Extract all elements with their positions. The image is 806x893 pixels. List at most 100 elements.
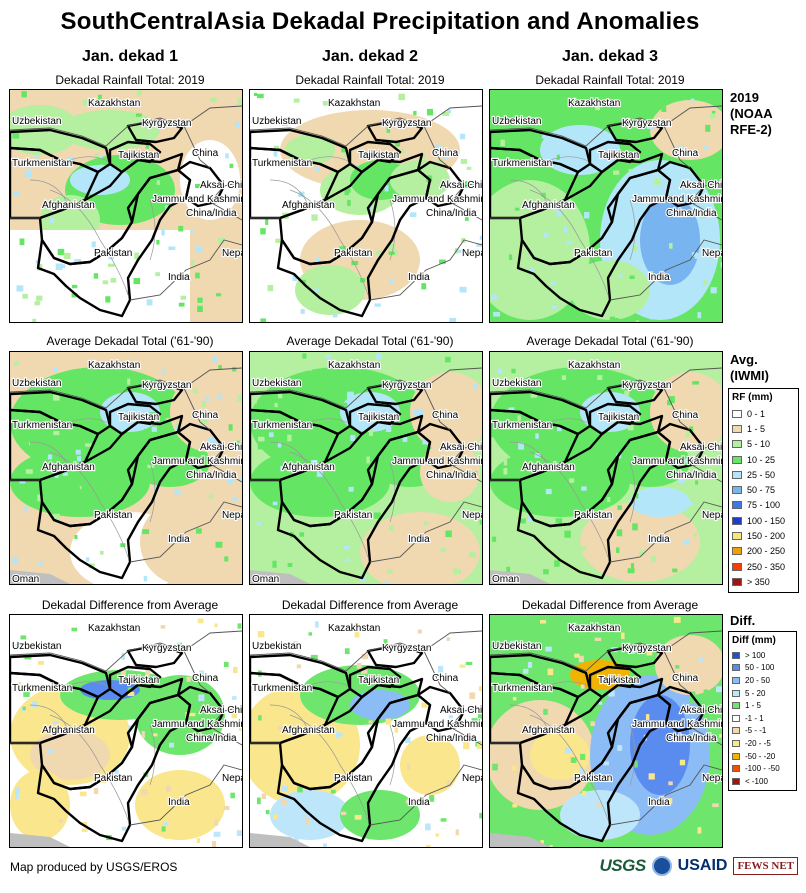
map-label-kyrgyzstan: Kyrgyzstan [382, 118, 431, 129]
side-label-avg-line-1: Avg. [730, 352, 758, 367]
map-label-pakistan: Pakistan [574, 248, 612, 259]
map-label-china-india: China/India [666, 470, 717, 481]
river-line [49, 714, 129, 821]
river-line [509, 704, 551, 736]
legend-label: 75 - 100 [747, 500, 781, 511]
river-line [29, 704, 71, 736]
map-label-kyrgyzstan: Kyrgyzstan [622, 380, 671, 391]
map-label-pakistan: Pakistan [334, 248, 372, 259]
rf-legend-item: 150 - 200 [732, 528, 794, 543]
map-label-uzbekistan: Uzbekistan [12, 641, 61, 652]
map-label-turkmenistan: Turkmenistan [12, 158, 72, 169]
country-border [689, 443, 722, 483]
map-label-kyrgyzstan: Kyrgyzstan [142, 380, 191, 391]
map-label-india: India [648, 797, 670, 808]
country-border [250, 367, 482, 409]
map-label-uzbekistan: Uzbekistan [492, 378, 541, 389]
country-border [10, 367, 242, 409]
diff-legend-item: -50 - -20 [732, 750, 792, 763]
map-label-jammu-kashmir: Jammu and Kashmir [392, 456, 482, 467]
map-label-kyrgyzstan: Kyrgyzstan [382, 643, 431, 654]
map-label-india: India [408, 797, 430, 808]
legend-label: 150 - 200 [747, 531, 786, 542]
map-label-turkmenistan: Turkmenistan [12, 683, 72, 694]
country-border [250, 630, 482, 672]
country-border [36, 168, 192, 318]
country-border [609, 764, 722, 826]
subtitle-r1-c1: Dekadal Rainfall Total: 2019 [55, 73, 205, 87]
legend-label: -5 - -1 [745, 726, 767, 736]
map-label-kazakhstan: Kazakhstan [568, 623, 620, 634]
rf-legend-item: 1 - 5 [732, 421, 794, 436]
page-title: SouthCentralAsia Dekadal Precipitation a… [60, 8, 700, 35]
map-label-jammu-kashmir: Jammu and Kashmir [392, 719, 482, 730]
country-border [126, 118, 184, 144]
map-label-turkmenistan: Turkmenistan [12, 420, 72, 431]
legend-label: 25 - 50 [747, 469, 776, 480]
map-label-tajikistan: Tajikistan [598, 412, 639, 423]
map-label-kyrgyzstan: Kyrgyzstan [142, 118, 191, 129]
country-border [148, 160, 226, 208]
map-label-china: China [672, 673, 699, 684]
map-label-kazakhstan: Kazakhstan [328, 623, 380, 634]
country-border [129, 764, 242, 826]
map-label-afghanistan: Afghanistan [282, 462, 335, 473]
map-label-kazakhstan: Kazakhstan [328, 360, 380, 371]
map-label-tajikistan: Tajikistan [118, 412, 159, 423]
map-label-china-india: China/India [186, 733, 237, 744]
country-border [628, 160, 706, 208]
noaa-logo-icon [651, 856, 672, 876]
subtitle-r1-c2: Dekadal Rainfall Total: 2019 [295, 73, 445, 87]
map-label-pakistan: Pakistan [574, 510, 612, 521]
country-border [183, 387, 211, 431]
map-label-aksai-chin: Aksai Chin [440, 442, 482, 453]
country-border [108, 140, 162, 174]
map-label-tajikistan: Tajikistan [358, 150, 399, 161]
map-label-uzbekistan: Uzbekistan [252, 378, 301, 389]
country-border [126, 380, 184, 406]
diff-legend-item: 50 - 100 [732, 662, 792, 675]
side-label-diff-line-1: Diff. [730, 613, 756, 628]
map-rfe-2019-dekad-2: Kazakhstan Uzbekistan Kyrgyzstan Turkmenist… [249, 89, 483, 323]
map-label-china-india: China/India [426, 470, 477, 481]
usaid-logo: USAID [677, 857, 728, 874]
country-border [449, 443, 482, 483]
map-label-uzbekistan: Uzbekistan [252, 641, 301, 652]
country-border [148, 422, 226, 470]
map-label-china-india: China/India [186, 208, 237, 219]
country-border [276, 168, 432, 318]
map-average-dekad-3: Kazakhstan Uzbekistan Kyrgyzstan Turkmenist… [489, 351, 723, 585]
country-border [183, 125, 211, 169]
map-label-tajikistan: Tajikistan [118, 675, 159, 686]
rf-legend-item: 0 - 1 [732, 406, 794, 421]
rf-legend-item: 250 - 350 [732, 559, 794, 574]
country-border [366, 643, 424, 669]
country-border [663, 387, 691, 431]
river-line [529, 189, 609, 296]
map-label-uzbekistan: Uzbekistan [12, 378, 61, 389]
map-label-aksai-chin: Aksai Chin [200, 180, 242, 191]
side-label-rfe-line-3: RFE-2) [730, 122, 772, 137]
legend-swatch [732, 727, 740, 735]
river-line [289, 451, 369, 558]
legend-swatch [732, 714, 740, 722]
river-line [529, 451, 609, 558]
map-label-aksai-chin: Aksai Chin [440, 705, 482, 716]
map-label-jammu-kashmir: Jammu and Kashmir [152, 719, 242, 730]
map-label-pakistan: Pakistan [94, 773, 132, 784]
diff-legend-item: 20 - 50 [732, 674, 792, 687]
map-label-oman: Oman [492, 574, 519, 584]
country-border [348, 665, 402, 699]
map-difference-dekad-2: Kazakhstan Uzbekistan Kyrgyzstan Turkmenist… [249, 614, 483, 848]
country-border [348, 402, 402, 436]
sea-area [10, 833, 70, 847]
map-average-dekad-1: Kazakhstan Uzbekistan Kyrgyzstan Turkmenist… [9, 351, 243, 585]
river-line [269, 704, 311, 736]
country-border [490, 630, 722, 672]
map-label-uzbekistan: Uzbekistan [492, 641, 541, 652]
river-line [49, 451, 129, 558]
side-label-diff: Diff. [730, 613, 755, 629]
map-label-india: India [648, 534, 670, 545]
map-label-china: China [432, 673, 459, 684]
country-border [449, 181, 482, 221]
